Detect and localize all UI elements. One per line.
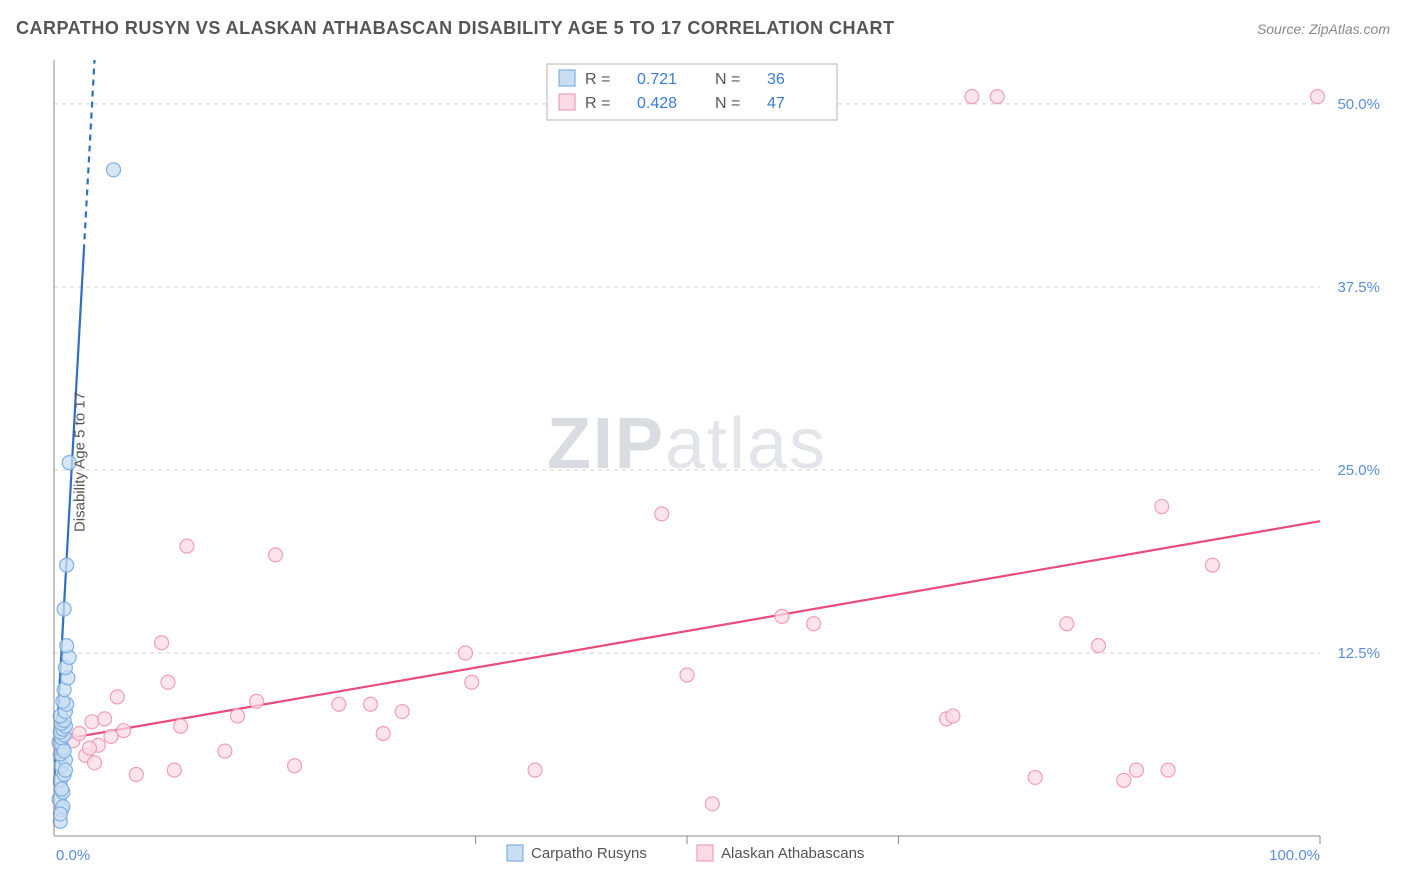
data-point [1310,90,1324,104]
legend-n-label: N = [715,71,740,88]
data-point [117,724,131,738]
legend-series-label: Carpatho Rusyns [531,845,647,862]
data-point [85,715,99,729]
scatter-chart: 12.5% 25.0% 37.5% 50.0% ZIPatlas 0.0% 100.0% R … [16,48,1390,876]
data-point [332,697,346,711]
data-point [458,646,472,660]
data-point [174,719,188,733]
legend-series-label: Alaskan Athabascans [721,845,864,862]
data-point [269,548,283,562]
legend-r-label: R = [585,71,610,88]
data-point [98,712,112,726]
x-tick-label: 0.0% [56,847,90,864]
legend-swatch [559,70,575,86]
trend-line-dashed [84,60,95,250]
data-point [807,617,821,631]
data-point [1117,773,1131,787]
data-point [82,741,96,755]
data-point [180,539,194,553]
data-point [1161,763,1175,777]
data-point [250,694,264,708]
source-label: Source: ZipAtlas.com [1257,21,1390,37]
data-point [57,602,71,616]
data-point [129,768,143,782]
chart-header: CARPATHO RUSYN VS ALASKAN ATHABASCAN DIS… [16,18,1390,39]
data-point [528,763,542,777]
data-point [288,759,302,773]
y-tick-label: 50.0% [1337,96,1380,113]
legend-r-value: 0.721 [637,71,677,88]
data-point [88,756,102,770]
legend-swatch [559,94,575,110]
data-point [155,636,169,650]
data-point [110,690,124,704]
data-point [376,727,390,741]
data-point [990,90,1004,104]
y-axis-label: Disability Age 5 to 17 [72,392,89,532]
legend-r-value: 0.428 [637,95,677,112]
data-point [1091,639,1105,653]
data-point [1205,558,1219,572]
data-point [1129,763,1143,777]
legend-swatch [507,845,523,861]
data-point [775,609,789,623]
data-point [231,709,245,723]
data-point [465,675,479,689]
y-tick-label: 25.0% [1337,462,1380,479]
data-point [72,727,86,741]
data-point [364,697,378,711]
y-tick-label: 12.5% [1337,645,1380,662]
data-point [946,709,960,723]
legend-n-label: N = [715,95,740,112]
chart-title: CARPATHO RUSYN VS ALASKAN ATHABASCAN DIS… [16,18,895,39]
x-tick-label: 100.0% [1269,847,1320,864]
data-point [104,729,118,743]
data-point [1028,770,1042,784]
data-point [60,639,74,653]
data-point [1155,500,1169,514]
data-point [55,782,69,796]
data-point [655,507,669,521]
data-point [60,558,74,572]
legend-swatch [697,845,713,861]
data-point [53,807,67,821]
chart-container: Disability Age 5 to 17 12.5% 25.0% 37.5% 50… [16,48,1390,876]
data-point [167,763,181,777]
trend-line [54,521,1320,741]
data-point [395,705,409,719]
data-point [705,797,719,811]
data-point [1060,617,1074,631]
y-tick-label: 37.5% [1337,279,1380,296]
data-point [218,744,232,758]
data-point [965,90,979,104]
data-point [161,675,175,689]
watermark: ZIPatlas [547,404,827,484]
legend-n-value: 47 [767,95,785,112]
data-point [680,668,694,682]
data-point [107,163,121,177]
data-point [58,763,72,777]
legend-r-label: R = [585,95,610,112]
data-point [57,744,71,758]
legend-n-value: 36 [767,71,785,88]
